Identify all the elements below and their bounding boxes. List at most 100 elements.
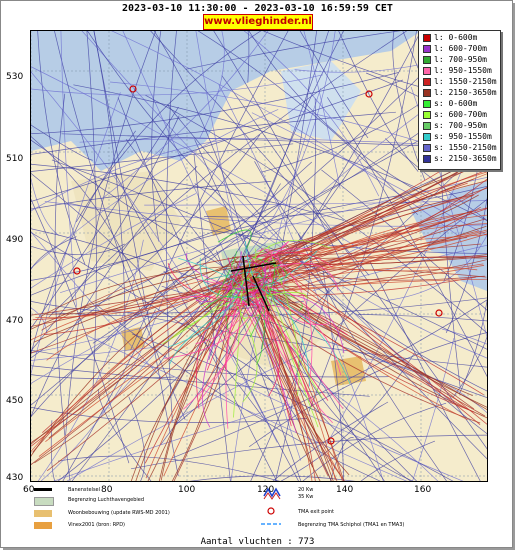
flight-track	[31, 263, 262, 330]
flight-track	[195, 304, 252, 345]
flight-track	[244, 278, 487, 295]
flight-track	[245, 239, 332, 267]
sea-area	[31, 31, 201, 141]
flight-track	[54, 31, 186, 420]
flight-track	[274, 98, 316, 481]
flight-track	[35, 281, 251, 319]
flight-track	[172, 299, 487, 459]
flight-track	[57, 153, 361, 481]
flight-track	[265, 233, 487, 279]
flight-track-map[interactable]	[30, 30, 488, 482]
flight-track	[443, 105, 487, 282]
flight-track	[199, 257, 256, 298]
flight-track	[153, 31, 252, 263]
flight-track	[37, 239, 144, 481]
x-tick-label: 100	[178, 485, 196, 495]
flight-track	[260, 288, 487, 410]
flight-track	[247, 207, 487, 287]
legend-item: l: 2150-3650m	[423, 88, 497, 98]
flight-track	[168, 260, 252, 348]
flight-track	[206, 248, 263, 371]
runway	[252, 275, 270, 312]
flight-track	[280, 352, 415, 481]
flight-track	[31, 166, 198, 418]
legend-item: l: 700-950m	[423, 55, 487, 65]
tma-exit-points	[73, 85, 443, 445]
flight-track	[265, 257, 487, 425]
flight-track	[196, 278, 245, 292]
flight-track	[241, 187, 487, 258]
airport-boundary-key-label: Begrenzing Luchthavengebied	[68, 497, 145, 503]
runway-swatch	[34, 488, 52, 491]
flight-track	[256, 283, 313, 408]
legend-item: l: 0-600m	[423, 33, 477, 43]
flight-track	[31, 349, 389, 378]
tma-boundary-key-label: Begrenzing TMA Schiphol (TMA1 en TMA3)	[298, 522, 405, 528]
map-key: Banenstelsel Begrenzing Luchthavengebied…	[30, 482, 487, 538]
legend-swatch	[423, 132, 431, 141]
flight-track	[86, 31, 97, 390]
flight-track	[58, 455, 280, 481]
legend-item: l: 950-1550m	[423, 66, 492, 76]
period-title: 2023-03-10 11:30:00 - 2023-03-10 16:59:5…	[122, 3, 393, 14]
y-tick-label: 430	[6, 473, 24, 483]
flight-track	[248, 275, 329, 401]
flight-track	[193, 154, 231, 481]
flight-track	[117, 97, 299, 481]
runway-key-label: Banenstelsel	[68, 487, 101, 493]
flight-track	[327, 97, 487, 378]
flight-track	[360, 440, 436, 481]
flight-track	[250, 302, 281, 397]
flight-track	[263, 278, 292, 427]
flight-track	[73, 84, 487, 221]
flight-track	[224, 296, 247, 338]
flight-track	[297, 233, 447, 481]
flight-tracks	[31, 31, 487, 481]
flight-track	[204, 271, 260, 281]
flight-track	[31, 263, 270, 354]
flight-track	[31, 177, 60, 236]
y-tick-label: 470	[6, 316, 24, 326]
legend-item: l: 600-700m	[423, 44, 487, 54]
legend-swatch	[423, 66, 431, 75]
flight-track	[43, 269, 266, 336]
runways	[230, 255, 277, 312]
flight-track	[453, 336, 487, 398]
housing-key-label: Woonbebouwing (update RWS-MD 2001)	[68, 510, 170, 516]
legend-swatch	[423, 44, 431, 53]
flight-track	[31, 173, 267, 422]
flight-track	[243, 284, 473, 396]
y-tick-label: 530	[6, 72, 24, 82]
flight-track	[330, 437, 354, 481]
flight-track	[62, 309, 156, 481]
flight-track	[266, 284, 323, 399]
flight-track	[185, 31, 402, 70]
flight-track	[262, 247, 313, 387]
flight-track	[246, 253, 349, 336]
flight-track	[245, 291, 345, 354]
flight-track	[195, 31, 302, 461]
site-url-badge[interactable]: www.vlieghinder.nl	[203, 14, 313, 30]
flight-track	[235, 268, 300, 389]
flight-track	[249, 332, 487, 447]
flight-track	[31, 261, 256, 466]
flight-track	[267, 246, 300, 396]
legend-swatch	[423, 121, 431, 130]
flight-track	[31, 139, 414, 378]
tma-exit-point	[365, 90, 373, 98]
flight-track	[240, 210, 473, 292]
altitude-legend: l: 0-600m l: 600-700m l: 700-950m l: 950…	[418, 30, 501, 170]
legend-item: s: 700-950m	[423, 121, 487, 131]
flight-track	[247, 294, 344, 409]
flight-track	[199, 31, 225, 139]
legend-item: s: 1550-2150m	[423, 143, 497, 153]
flight-track	[40, 275, 171, 481]
runway	[230, 262, 277, 272]
legend-swatch	[423, 55, 431, 64]
flight-track	[247, 31, 250, 83]
flight-track	[261, 241, 290, 268]
flight-track	[205, 295, 249, 309]
flight-track	[195, 251, 242, 303]
legend-item: s: 2150-3650m	[423, 154, 497, 164]
flight-track	[254, 161, 487, 435]
